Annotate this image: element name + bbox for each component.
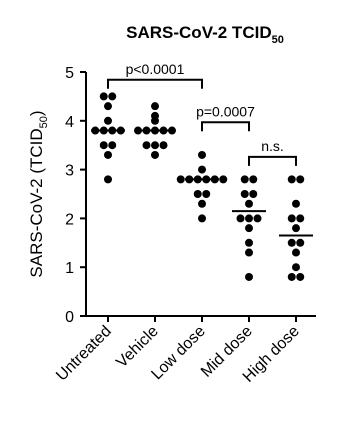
data-point	[240, 190, 249, 198]
data-point	[99, 141, 108, 150]
data-point	[151, 150, 159, 159]
x-tick-label: Untreated	[53, 323, 115, 385]
data-point	[245, 238, 253, 247]
significance-bracket	[248, 155, 297, 166]
data-point	[287, 272, 296, 281]
y-tick-label: 2	[65, 211, 74, 228]
y-tick-label: 1	[65, 260, 74, 277]
data-point	[176, 175, 185, 184]
data-point	[198, 214, 206, 223]
data-point	[287, 175, 296, 184]
y-tick-label: 3	[65, 163, 74, 180]
data-point	[151, 102, 159, 111]
significance-label: n.s.	[261, 138, 284, 154]
data-point	[108, 92, 117, 101]
data-point	[245, 224, 253, 233]
data-point	[198, 199, 206, 208]
ylabel-text: SARS-CoV-2 (TCID	[27, 128, 46, 277]
data-point	[287, 214, 296, 223]
data-point	[198, 165, 206, 174]
data-point	[296, 238, 305, 247]
data-point	[151, 141, 159, 150]
chart-title: SARS-CoV-2 TCID50	[126, 23, 284, 46]
significance-label: p=0.0007	[196, 103, 255, 119]
y-tick-label: 4	[65, 114, 74, 131]
data-point	[104, 116, 112, 125]
data-point	[236, 214, 245, 223]
data-point	[151, 111, 159, 120]
data-point	[249, 190, 258, 198]
significance-bracket	[201, 121, 250, 132]
data-point	[104, 150, 112, 159]
data-point	[104, 102, 112, 111]
data-point	[142, 141, 151, 150]
data-point	[287, 238, 296, 247]
y-tick-label: 5	[65, 65, 74, 82]
title-sub: 50	[272, 34, 284, 46]
data-point	[249, 175, 258, 184]
significance-bracket	[107, 78, 203, 89]
data-point	[292, 248, 300, 257]
ylabel-sub: 50	[38, 116, 50, 128]
significance-label: p<0.0001	[126, 61, 185, 77]
data-point	[296, 175, 305, 184]
data-point	[245, 248, 253, 257]
data-point	[292, 199, 300, 208]
data-point	[245, 272, 253, 281]
data-point	[99, 92, 108, 101]
title-text: SARS-CoV-2 TCID	[126, 23, 271, 42]
data-point	[108, 141, 117, 150]
y-axis-label: SARS-CoV-2 (TCID50)	[27, 110, 50, 277]
data-point	[245, 199, 253, 208]
data-point	[253, 214, 262, 223]
y-tick-label: 0	[65, 309, 74, 326]
data-point	[193, 190, 202, 198]
data-point	[159, 141, 168, 150]
data-point	[219, 175, 228, 184]
data-point	[292, 224, 300, 233]
data-point	[202, 190, 211, 198]
data-point	[296, 272, 305, 281]
data-point	[198, 150, 206, 159]
data-point	[245, 214, 253, 223]
data-point	[240, 175, 249, 184]
data-point	[292, 263, 300, 272]
ylabel-end: )	[27, 110, 46, 116]
data-point	[104, 175, 112, 184]
data-point	[296, 214, 305, 223]
